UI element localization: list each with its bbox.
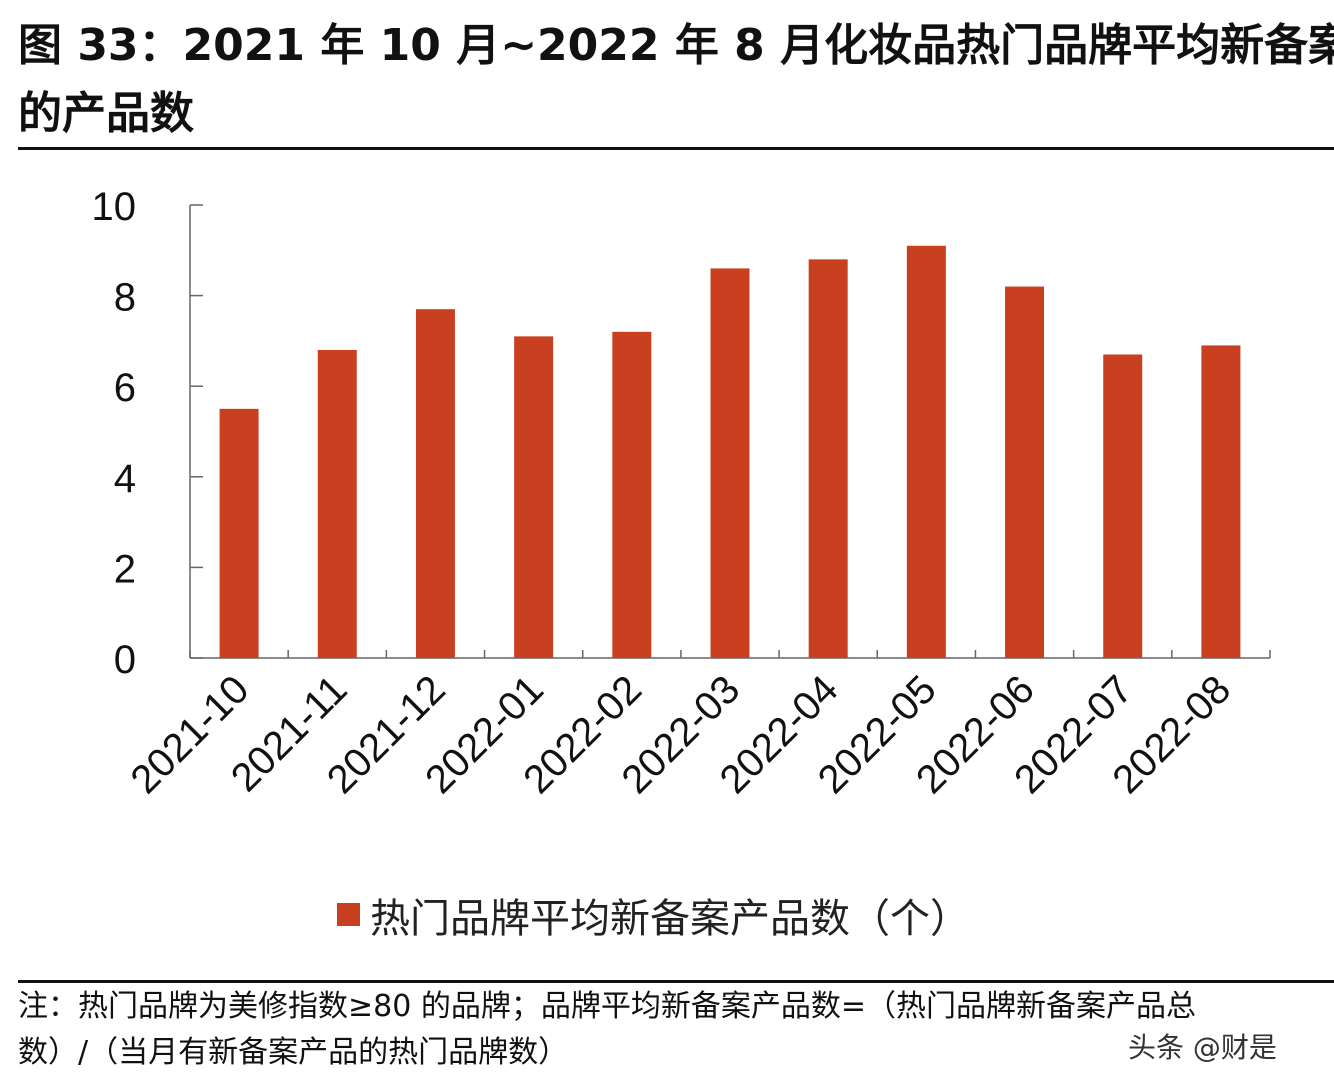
bottom-rule [18,980,1334,983]
y-tick-label: 8 [114,276,136,320]
y-tick-label: 6 [114,366,136,410]
bar-2022-06 [1005,286,1045,658]
bar-2021-10 [219,408,259,658]
bar-2022-02 [612,331,652,658]
bar-chart: 02468102021-102021-112021-122022-012022-… [92,185,1271,942]
bar-2022-07 [1103,354,1143,658]
watermark: 头条 @财是 [1128,1031,1277,1064]
legend: 热门品牌平均新备案产品数（个） [337,896,970,942]
chart-title-line1: 图 33：2021 年 10 月~2022 年 8 月化妆品热门品牌平均新备案 [18,20,1334,71]
legend-swatch [337,903,360,926]
legend-label: 热门品牌平均新备案产品数（个） [370,896,970,942]
note-line2: 数）/（当月有新备案产品的热门品牌数） [18,1035,569,1070]
top-rule [18,147,1334,150]
bar-2022-03 [710,268,750,658]
y-tick-label: 2 [114,547,136,591]
note-line1: 注：热门品牌为美修指数≥80 的品牌；品牌平均新备案产品数=（热门品牌新备案产品… [18,989,1196,1024]
bar-2022-05 [906,245,946,658]
y-tick-label: 4 [114,457,136,501]
y-tick-label: 10 [92,185,137,229]
bar-2022-01 [514,336,554,658]
chart-title-line2: 的产品数 [18,88,194,139]
bar-2022-08 [1201,345,1241,658]
bar-2022-04 [808,259,848,658]
y-tick-label: 0 [114,638,136,682]
bar-2021-12 [415,309,455,658]
bar-2021-11 [317,349,357,658]
